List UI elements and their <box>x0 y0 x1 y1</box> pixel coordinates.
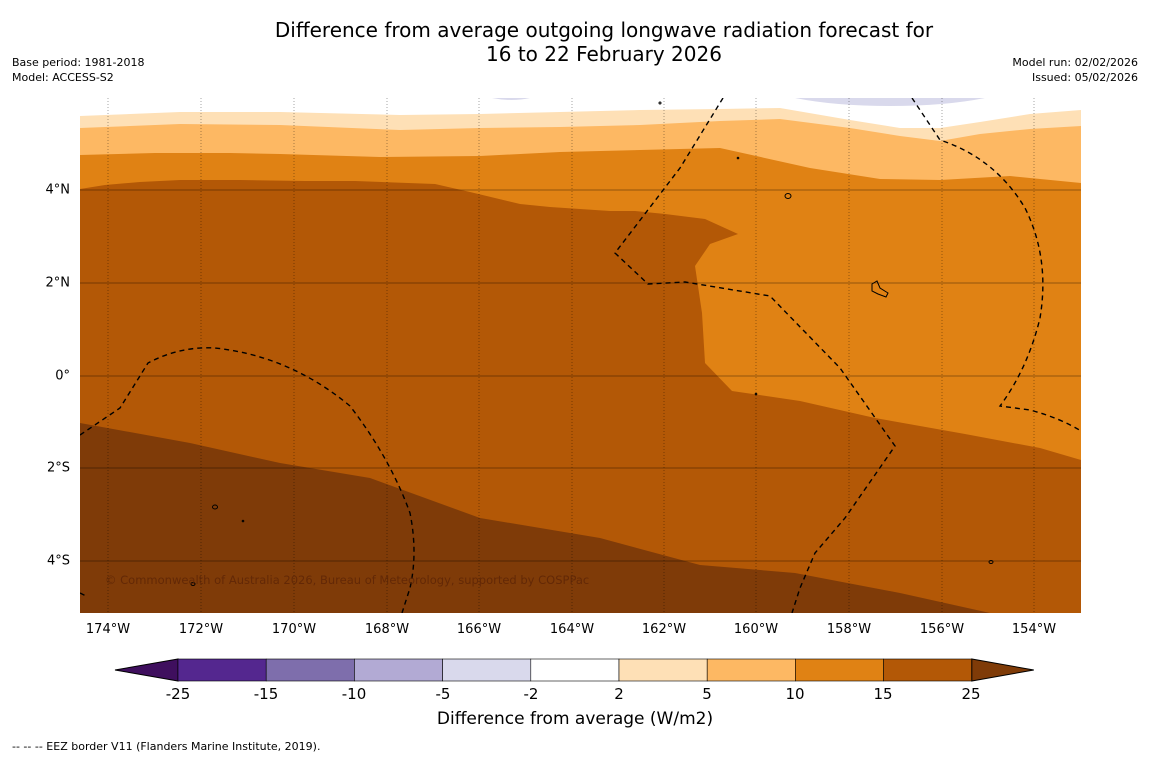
longitude-gridlines <box>107 98 1035 613</box>
colorbar-cell <box>354 658 443 682</box>
colorbar-cell <box>265 658 355 682</box>
x-tick-label: 162°W <box>641 622 687 637</box>
colorbar-label: -5 <box>435 685 451 703</box>
colorbar-cell <box>883 658 973 682</box>
model-name: Model: ACCESS-S2 <box>12 71 114 84</box>
title-line-2: 16 to 22 February 2026 <box>486 42 722 66</box>
colorbar-label: -25 <box>165 685 191 703</box>
y-tick-label: 0° <box>55 368 70 384</box>
x-tick-label: 166°W <box>456 622 502 637</box>
x-tick-label: 164°W <box>549 622 595 637</box>
island-3 <box>212 504 218 510</box>
copyright-notice: © Commonwealth of Australia 2026, Bureau… <box>105 573 590 587</box>
eez-border-east <box>911 98 1081 432</box>
x-tick-label: 154°W <box>1011 622 1057 637</box>
footnote-eez: -- -- -- EEZ border V11 (Flanders Marine… <box>12 740 321 753</box>
y-tick-label: 4°S <box>46 553 70 569</box>
eez-border-southwest <box>80 592 87 597</box>
y-tick-label: 4°N <box>45 182 71 198</box>
region-near-normal <box>80 98 1081 128</box>
island-9 <box>754 392 758 396</box>
island-atoll <box>871 280 889 298</box>
eez-borders <box>80 98 1081 613</box>
base-period: Base period: 1981-2018 <box>12 56 145 69</box>
colorbar-cell <box>618 658 708 682</box>
island-5 <box>190 582 196 586</box>
colorbar-label: 5 <box>702 685 712 703</box>
islands <box>190 101 994 586</box>
y-tick-label: 2°N <box>45 275 71 291</box>
x-tick-label: 170°W <box>271 622 317 637</box>
model-run: Model run: 02/02/2026 <box>1012 56 1138 69</box>
x-tick-label: 172°W <box>178 622 224 637</box>
x-tick-label: 174°W <box>85 622 131 637</box>
region-minus-5-to-minus-2 <box>795 98 985 106</box>
colorbar-cell <box>706 658 796 682</box>
colorbar-cells <box>114 658 1034 682</box>
y-tick-label: 2°S <box>46 460 70 476</box>
colorbar-label: -2 <box>523 685 539 703</box>
eez-border-central <box>614 98 896 613</box>
region-minus-5-to-minus-2-small <box>492 98 530 100</box>
colorbar-extend-high <box>971 658 1034 682</box>
x-tick-label: 168°W <box>364 622 410 637</box>
colorbar-extend-low <box>114 658 179 682</box>
eez-border-west <box>80 347 415 613</box>
latitude-gridlines <box>80 189 1081 562</box>
chart-title: Difference from average outgoing longwav… <box>200 18 1008 66</box>
map-area <box>80 98 1081 613</box>
colorbar-cell <box>442 658 532 682</box>
x-tick-label: 160°W <box>733 622 779 637</box>
island-4 <box>988 560 994 564</box>
colorbar-label: 15 <box>873 685 893 703</box>
island-6 <box>658 101 662 105</box>
x-tick-label: 158°W <box>826 622 872 637</box>
title-line-1: Difference from average outgoing longwav… <box>274 18 934 42</box>
colorbar-cell <box>795 658 884 682</box>
colorbar-label: 25 <box>961 685 981 703</box>
colorbar-cell <box>530 658 620 682</box>
colorbar-label: -15 <box>253 685 279 703</box>
issued-date: Issued: 05/02/2026 <box>1031 71 1138 84</box>
meta-right: Model run: 02/02/2026 Issued: 05/02/2026 <box>1012 55 1138 85</box>
colorbar-label: 2 <box>614 685 624 703</box>
region-10-to-15 <box>80 98 1081 460</box>
colorbar-label: -10 <box>341 685 367 703</box>
map-svg <box>80 98 1081 613</box>
x-tick-label: 156°W <box>919 622 965 637</box>
colorbar-label: 10 <box>785 685 805 703</box>
colorbar-cell <box>177 658 267 682</box>
meta-left: Base period: 1981-2018 Model: ACCESS-S2 <box>12 55 144 85</box>
island-7 <box>736 156 740 160</box>
island-8 <box>241 519 245 523</box>
colorbar-title: Difference from average (W/m2) <box>436 709 714 729</box>
island-1 <box>784 193 792 199</box>
colorbar <box>114 658 1034 682</box>
